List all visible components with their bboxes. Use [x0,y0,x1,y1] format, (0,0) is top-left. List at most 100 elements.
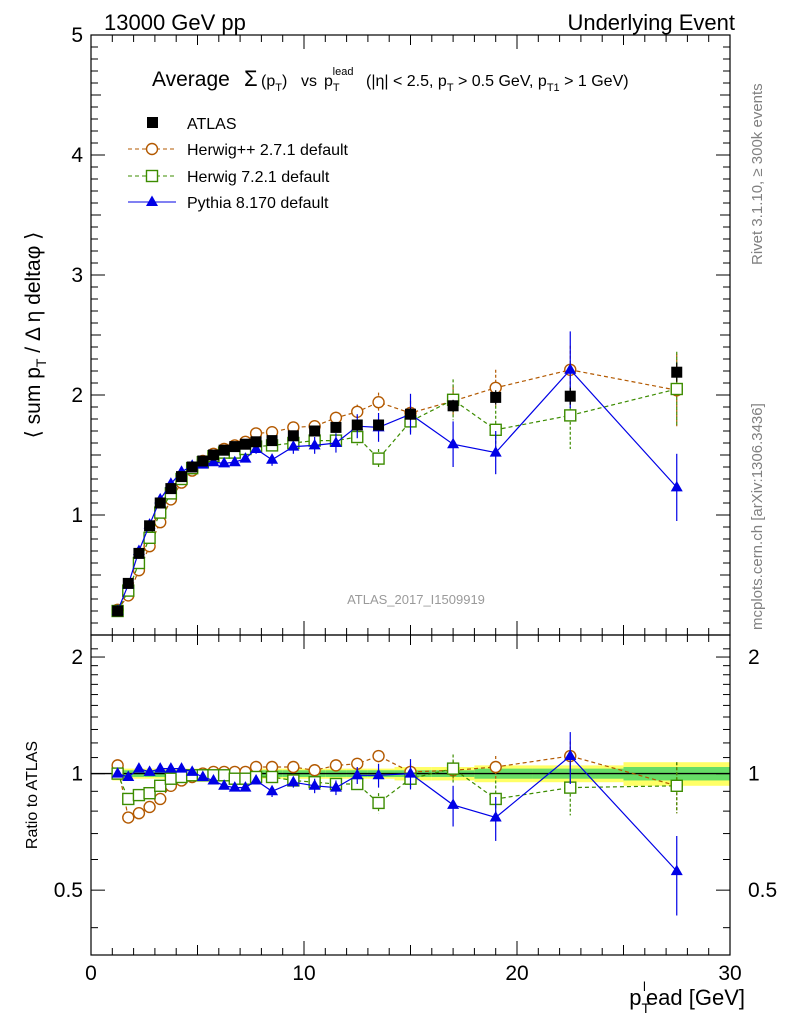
legend-atlas-marker [147,117,158,128]
main-herwig7-point [670,382,683,396]
ratio-pythia-point [164,762,177,773]
main-atlas-point [122,577,134,589]
main-herwigpp-line [117,369,677,611]
ratio-herwigpp-point [132,807,146,820]
main-herwig7-line [117,388,677,612]
main-y-tick-label: 5 [71,24,83,47]
ratio-pythia-point [372,768,385,780]
ratio-pythia-point [175,762,188,773]
ratio-axis-ticks [90,635,731,955]
legend-pythia: Pythia 8.170 default [128,195,329,212]
ratio-herwig7-point [265,770,279,784]
process-label: Underlying Event [567,10,735,35]
ratio-herwig7-point [670,779,683,792]
ratio-pythia-point [154,762,167,773]
ratio-pythia-point [111,767,124,778]
ratio-herwigpp-point [308,764,321,777]
ratio-herwig7-point [122,792,135,806]
ratio-frame [90,634,731,956]
ratio-herwig7-point [164,772,178,785]
mcplots-label: mcplots.cern.ch [arXiv:1306.3436] [749,403,766,630]
main-atlas-point [165,483,177,495]
main-atlas-point [207,449,219,461]
main-herwigpp-point [329,411,343,424]
main-pythia-point [670,480,683,492]
ratio-pythia-point [351,768,364,780]
main-atlas-point [266,435,278,447]
main-panel: 1 2 3 4 5 Average Σ (pT) vs pTlead (|η| < 2.… [22,24,731,636]
legend-herwig7: Herwig 7.2.1 default [128,169,330,186]
main-atlas-point [144,520,156,532]
ratio-y-tick-label-right: 1 [748,763,760,786]
main-y-tick-label: 3 [71,264,83,287]
legend-atlas: ATLAS [147,116,237,133]
main-pythia-point [308,438,321,450]
ratio-y-axis-label: Ratio to ATLAS [24,741,41,849]
legend-herwigpp: Herwig++ 2.7.1 default [128,142,349,159]
ratio-pythia-point [489,811,502,822]
main-atlas-point [112,605,124,617]
ratio-y-tick-label: 0.5 [54,879,83,902]
legend-pythia-label: Pythia 8.170 default [187,195,329,212]
main-herwig7-point [372,452,385,465]
main-herwigpp-point [372,396,385,409]
ratio-herwigpp-point [122,811,135,824]
main-atlas-point [133,547,145,559]
main-pythia-point [239,452,252,463]
main-atlas-point [250,436,262,448]
title-sigma: Σ [244,66,258,91]
x-tick-label: 10 [292,962,315,985]
ratio-herwigpp-point [372,749,385,763]
ratio-y-tick-label: 2 [71,646,83,669]
rivet-label: Rivet 3.1.10, ≥ 300k events [749,83,766,265]
ratio-herwig7-point [132,788,146,802]
ratio-herwig7-point [154,779,167,792]
title-vs: vs [301,73,317,90]
ratio-herwigpp-point [287,760,300,774]
ratio-pythia-point [329,781,342,792]
ratio-herwig7-point [175,770,188,784]
main-atlas-point [671,366,683,378]
main-atlas-point [239,438,251,450]
legend-herwig7-marker [145,169,159,183]
main-axis-ticks [90,34,731,636]
legend-herwigpp-label: Herwig++ 2.7.1 default [187,142,349,159]
main-atlas-point [405,408,416,420]
main-atlas-point [218,444,230,456]
main-y-axis-label-text: ⟨ sum pT / Δ η deltaφ ⟩ [22,232,49,439]
ratio-panel: 0.5 0.5 1 1 2 2 0 10 20 30 Ratio to ATLAS pTlead… [24,634,777,1016]
ratio-data-layer [111,732,683,916]
ratio-pythia-point [287,775,300,787]
ratio-pythia-point [218,779,231,790]
ratio-herwig7-point [372,796,385,810]
title-sigma-arg: (pT) [261,73,287,94]
main-atlas-point [564,390,576,402]
main-atlas-point [490,391,502,403]
x-axis-label: pTlead [GeV] [629,979,745,1016]
title-cuts: (|η| < 2.5, pT > 0.5 GeV, pT1 > 1 GeV) [366,73,629,94]
main-atlas-point [176,471,188,483]
x-tick-label: 30 [718,962,741,985]
ratio-pythia-point [143,765,156,776]
main-atlas-point [186,461,198,473]
main-y-tick-label: 1 [71,504,83,527]
ratio-pythia-point [670,864,683,876]
legend-herwigpp-marker [145,142,159,156]
ratio-pythia-point [228,781,241,792]
legend-pythia-marker [146,195,158,206]
ratio-pythia-point [564,749,577,761]
ratio-y-tick-label-right: 2 [748,646,760,669]
main-atlas-point [447,400,459,412]
energy-label: 13000 GeV pp [104,10,246,35]
main-pythia-point [564,363,577,374]
main-y-axis-label: ⟨ sum pT / Δ η deltaφ ⟩ [22,232,49,439]
ratio-pythia-point [239,781,252,792]
ratio-y-tick-labels: 0.5 0.5 1 1 2 2 [54,646,777,902]
main-atlas-point [373,419,385,431]
main-atlas-point [197,455,209,467]
legend: ATLAS Herwig++ 2.7.1 default Herwig 7.2.… [128,116,349,212]
title-ptlead: pTlead [324,66,353,94]
ratio-pythia-point [404,767,417,778]
main-atlas-point [330,421,342,433]
analysis-watermark: ATLAS_2017_I1509919 [347,592,485,607]
